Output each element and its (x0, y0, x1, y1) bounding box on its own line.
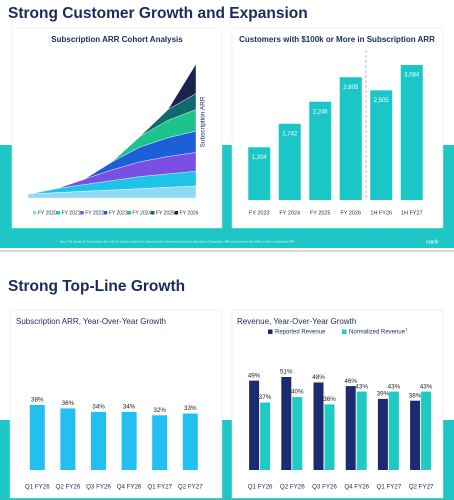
data-label: 34% (92, 404, 105, 411)
data-label: 38% (31, 397, 44, 404)
x-tick-label: Q3 FY26 (312, 484, 337, 491)
data-label: 49% (248, 372, 261, 379)
bar (29, 405, 45, 470)
data-label: 37% (259, 394, 272, 401)
x-tick-label: Q1 FY27 (147, 484, 172, 491)
legend-swatch (127, 211, 131, 215)
x-tick-label: FY 2026 (340, 210, 361, 216)
legend-swatch (268, 329, 273, 334)
x-tick-label: Q2 FY26 (56, 484, 81, 491)
bar (249, 380, 260, 470)
y-axis-label: Subscription ARR (200, 96, 207, 147)
bar (281, 377, 292, 470)
data-label: 46% (344, 378, 357, 385)
x-tick-label: Q4 FY26 (117, 484, 142, 491)
data-label: 2,505 (374, 98, 390, 104)
bar (377, 398, 388, 470)
bar (248, 147, 271, 200)
bar (339, 77, 362, 200)
legend-swatch (56, 211, 61, 215)
data-label: 51% (280, 369, 293, 376)
data-label: 43% (388, 383, 401, 390)
bar (292, 397, 303, 470)
data-label: 40% (291, 389, 304, 396)
legend-swatch (80, 211, 84, 215)
area (27, 63, 197, 195)
legend-swatch (103, 211, 108, 215)
bar (410, 400, 421, 470)
x-tick-label: Q2 FY27 (178, 484, 203, 491)
bar (388, 391, 399, 470)
x-tick-label: Q3 FY26 (86, 484, 111, 491)
data-label: 32% (153, 407, 166, 414)
legend-note: 1 (406, 327, 409, 332)
bar (345, 386, 356, 470)
footnote: Note: FYE January 31. Fiscal Quarter End… (60, 240, 295, 244)
x-tick-label: Q4 FY26 (344, 484, 369, 491)
data-label: 39% (377, 391, 390, 398)
data-label: 2,805 (343, 85, 359, 91)
legend-swatch (174, 211, 179, 215)
legend-label: FY 2020 (38, 210, 57, 216)
x-tick-label: Q2 FY26 (280, 484, 305, 491)
slide-title: Strong Top-Line Growth (8, 278, 185, 295)
bar (324, 404, 335, 470)
data-label: 2,246 (313, 109, 329, 115)
chart-title: Customers with $100k or More in Subscrip… (239, 35, 435, 44)
legend-label: FY 2024 (132, 210, 151, 216)
chart-title: Revenue, Year-Over-Year Growth (237, 317, 356, 326)
bar (182, 413, 198, 470)
x-tick-label: FY 2025 (310, 210, 331, 216)
legend-label: FY 2021 (62, 210, 81, 216)
bar (278, 123, 301, 200)
legend-label: FY 2025 (156, 210, 175, 216)
x-tick-label: FY 2023 (249, 210, 270, 216)
bar (121, 411, 137, 470)
slide-title: Strong Customer Growth and Expansion (8, 5, 308, 22)
bar (60, 408, 76, 470)
bar (152, 415, 168, 470)
legend-swatch (342, 329, 347, 334)
legend-swatch (33, 211, 37, 215)
x-tick-label: 1H FY26 (370, 210, 392, 216)
bar (400, 65, 423, 200)
x-tick-label: Q2 FY27 (409, 484, 434, 491)
x-tick-label: Q1 FY26 (25, 484, 50, 491)
data-label: 33% (184, 405, 197, 412)
legend-swatch (151, 211, 155, 215)
data-label: 43% (420, 383, 433, 390)
legend-label: Normalized Revenue (349, 330, 406, 336)
logo: rubrik (426, 239, 439, 245)
data-label: 3,084 (404, 73, 420, 79)
bar (313, 382, 324, 470)
x-tick-label: Q1 FY27 (377, 484, 402, 491)
data-label: 38% (409, 392, 422, 399)
data-label: 36% (323, 396, 336, 403)
data-label: 34% (123, 404, 136, 411)
x-tick-label: Q1 FY26 (248, 484, 273, 491)
legend-label: FY 2026 (180, 210, 199, 216)
bar (356, 391, 367, 470)
bar (421, 391, 432, 470)
bar (91, 411, 106, 470)
bar (260, 402, 271, 470)
legend-label: Reported Revenue (275, 330, 326, 336)
data-label: 1,742 (282, 131, 298, 137)
legend-label: FY 2022 (85, 210, 104, 216)
data-label: 1,204 (252, 155, 268, 161)
x-tick-label: FY 2024 (279, 210, 300, 216)
bar (370, 90, 393, 200)
data-label: 48% (312, 374, 325, 381)
chart-title: Subscription ARR Cohort Analysis (51, 35, 183, 44)
data-label: 36% (62, 400, 75, 407)
x-tick-label: 1H FY27 (401, 210, 423, 216)
data-label: 43% (355, 383, 368, 390)
bar (309, 101, 332, 200)
chart-title: Subscription ARR, Year-Over-Year Growth (16, 317, 166, 326)
legend-label: FY 2023 (109, 210, 128, 216)
